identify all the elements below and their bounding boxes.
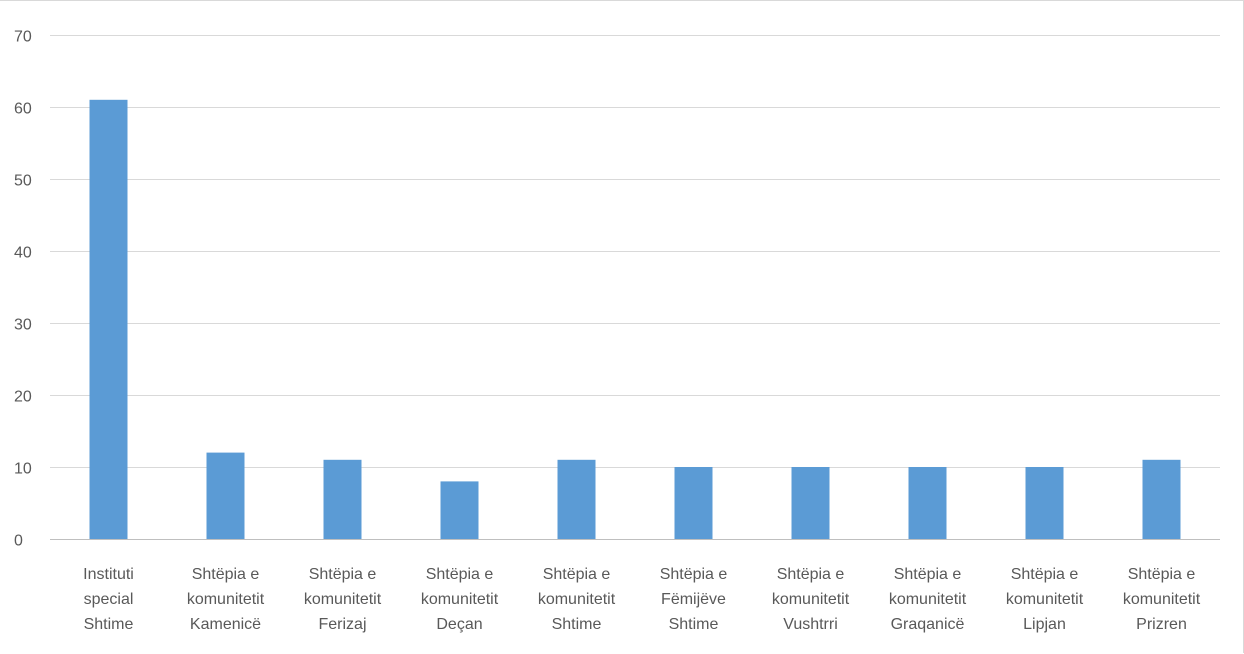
x-tick-label-line: komunitetit: [538, 591, 616, 608]
x-tick-label: Shtëpia e komunitetit Lipjan: [1006, 566, 1084, 633]
bar: [1142, 459, 1181, 539]
x-tick-label: Shtëpia e komunitetit Prizren: [1123, 566, 1201, 633]
x-tick-label: Shtëpia e komunitetit Vushtrri: [772, 566, 850, 633]
x-tick-label-line: Shtime: [669, 616, 719, 633]
x-tick-label-line: Shtëpia e: [1011, 566, 1079, 583]
x-tick-label-line: Shtëpia e: [660, 566, 728, 583]
x-tick-label: Shtëpia e komunitetit Graqanicë: [889, 566, 967, 633]
x-tick-label: Instituti special Shtime: [83, 566, 134, 633]
x-tick-label-line: komunitetit: [304, 591, 382, 608]
bar: [323, 459, 362, 539]
x-tick-label-line: Kamenicë: [190, 616, 261, 633]
x-tick-label-line: komunitetit: [421, 591, 499, 608]
x-tick-label-line: Deçan: [436, 616, 482, 633]
bar: [674, 467, 713, 539]
bar: [206, 452, 245, 539]
y-tick-label: 0: [14, 533, 23, 550]
x-tick-label-line: Lipjan: [1023, 616, 1066, 633]
x-tick-label-line: komunitetit: [889, 591, 967, 608]
x-tick-label: Shtëpia e komunitetit Deçan: [421, 566, 499, 633]
x-tick-label-line: komunitetit: [187, 591, 265, 608]
x-tick-label-line: Ferizaj: [318, 616, 366, 633]
bar: [908, 467, 947, 539]
category-labels: Instituti special Shtime Shtëpia e komunitet…: [83, 566, 1201, 633]
x-tick-label-line: Shtëpia e: [426, 566, 494, 583]
bar: [557, 459, 596, 539]
bar: [89, 99, 128, 540]
x-tick-label-line: Graqanicë: [891, 616, 965, 633]
x-tick-label-line: Shtime: [552, 616, 602, 633]
y-tick-label: 40: [14, 245, 32, 262]
x-tick-label-line: Fëmijëve: [661, 591, 726, 608]
y-tick-label: 30: [14, 317, 32, 334]
x-tick-label-line: special: [84, 591, 134, 608]
bar: [440, 481, 479, 539]
y-axis-tick-labels: 0 10 20 30 40 50 60 70: [14, 29, 32, 550]
x-tick-label-line: komunitetit: [772, 591, 850, 608]
x-tick-label-line: Prizren: [1136, 616, 1187, 633]
y-tick-label: 60: [14, 101, 32, 118]
x-tick-label-line: komunitetit: [1123, 591, 1201, 608]
bar: [1025, 467, 1064, 539]
x-tick-label-line: Shtëpia e: [777, 566, 845, 583]
x-tick-label: Shtëpia e Fëmijëve Shtime: [660, 566, 728, 633]
x-tick-label-line: Shtëpia e: [543, 566, 611, 583]
y-tick-label: 70: [14, 29, 32, 46]
x-tick-label-line: Shtime: [84, 616, 134, 633]
x-tick-label-line: Instituti: [83, 566, 134, 583]
y-tick-label: 20: [14, 389, 32, 406]
x-tick-label: Shtëpia e komunitetit Kamenicë: [187, 566, 265, 633]
x-tick-label-line: Vushtrri: [783, 616, 838, 633]
y-tick-label: 50: [14, 173, 32, 190]
x-tick-label-line: komunitetit: [1006, 591, 1084, 608]
x-tick-label-line: Shtëpia e: [192, 566, 260, 583]
y-tick-label: 10: [14, 461, 32, 478]
x-tick-label: Shtëpia e komunitetit Ferizaj: [304, 566, 382, 633]
bars: [89, 99, 1181, 540]
gridlines: [50, 35, 1220, 468]
x-tick-label-line: Shtëpia e: [309, 566, 377, 583]
x-tick-label-line: Shtëpia e: [1128, 566, 1196, 583]
x-tick-label: Shtëpia e komunitetit Shtime: [538, 566, 616, 633]
bar: [791, 467, 830, 539]
x-tick-label-line: Shtëpia e: [894, 566, 962, 583]
